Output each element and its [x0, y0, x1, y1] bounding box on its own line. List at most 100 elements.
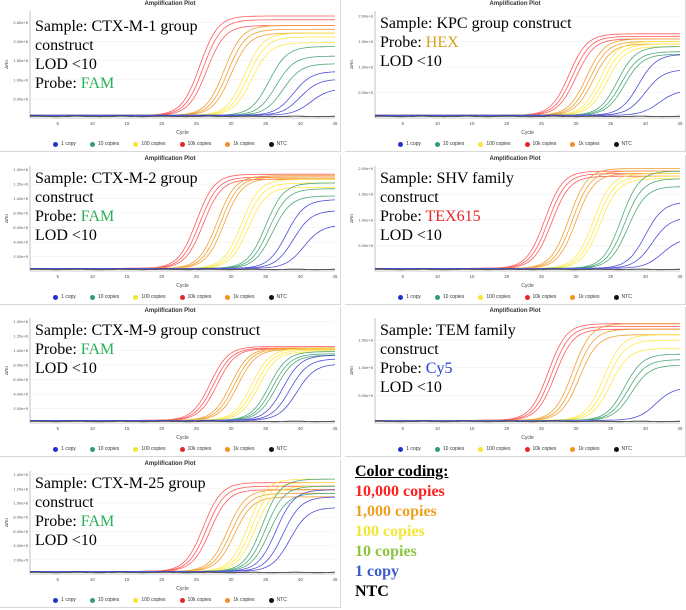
legend-label: 10 copies — [442, 294, 465, 300]
plot-title: Amplification Plot — [489, 1, 541, 7]
legend-dot-icon — [89, 294, 95, 300]
legend-item: 1k copies — [570, 294, 600, 300]
legend-dot-icon — [133, 141, 139, 147]
x-tick-label: 5 — [56, 426, 59, 431]
legend-dot-icon — [225, 294, 231, 300]
legend-item: 10 copies — [89, 597, 119, 603]
legend-label: 1k copies — [578, 446, 600, 452]
legend-dot-icon — [570, 294, 576, 300]
x-axis-label: Cycle — [521, 130, 534, 136]
x-tick-label: 40 — [298, 274, 304, 279]
y-tick-label: 2.00e+5 — [13, 557, 28, 562]
color-coding-10000: 10,000 copies — [355, 483, 445, 500]
annotation-text: FAM — [80, 513, 115, 530]
annotation-line: LOD <10 — [35, 359, 260, 378]
legend-label: NTC — [621, 294, 632, 300]
legend-dot-icon — [268, 446, 274, 452]
annotation-text: Probe: — [35, 208, 81, 225]
legend-label: 10k copies — [532, 446, 557, 452]
y-tick-label: 1.20e+6 — [13, 334, 28, 339]
x-tick-label: 20 — [159, 274, 165, 279]
annotation-line: Probe: FAM — [35, 340, 260, 359]
x-tick-label: 20 — [504, 426, 510, 431]
annotation-line: Sample: CTX-M-2 group — [35, 169, 198, 188]
y-tick-label: 4.00e+5 — [13, 543, 28, 548]
plot-legend: 1 copy 10 copies 100 copies 10k copies 1k co… — [0, 292, 340, 302]
legend-label: 1k copies — [578, 294, 600, 300]
plot-title: Amplification Plot — [144, 308, 196, 314]
legend-label: 10 copies — [442, 141, 465, 147]
legend-item: 1k copies — [570, 141, 600, 147]
plot-legend: 1 copy 10 copies 100 copies 10k copies 1k co… — [0, 139, 340, 149]
legend-label: 10k copies — [187, 294, 212, 300]
x-tick-label: 5 — [401, 274, 404, 279]
legend-label: 1k copies — [233, 141, 255, 147]
x-tick-label: 40 — [643, 274, 649, 279]
annotation-text: Sample: SHV family — [380, 170, 514, 187]
annotation-text: LOD <10 — [35, 532, 97, 549]
annotation-line: Probe: Cy5 — [380, 359, 516, 378]
color-coding-1000: 1,000 copies — [355, 503, 437, 520]
legend-label: 10 copies — [97, 141, 120, 147]
annotation-text: construct — [35, 37, 94, 54]
legend-label: 100 copies — [141, 141, 166, 147]
annotation-line: LOD <10 — [380, 226, 514, 245]
y-tick-label: 6.00e+5 — [13, 225, 28, 230]
x-tick-label: 5 — [56, 121, 59, 126]
y-axis-label: ΔRn — [4, 518, 9, 527]
y-tick-label: 2.00e+6 — [13, 39, 28, 44]
x-axis-label: Cycle — [176, 130, 189, 136]
legend-label: 100 copies — [486, 446, 511, 452]
curve-1-rep-2 — [375, 70, 681, 116]
legend-item: 1 copy — [398, 446, 421, 452]
legend-item: 1k copies — [225, 446, 255, 452]
curve-1-rep-3 — [375, 241, 681, 269]
legend-item: 1 copy — [53, 597, 76, 603]
legend-dot-icon — [434, 141, 440, 147]
y-tick-label: 2.50e+6 — [13, 20, 28, 25]
legend-dot-icon — [524, 446, 530, 452]
annotation-line: construct — [380, 340, 516, 359]
legend-label: 10k copies — [532, 141, 557, 147]
x-tick-label: 45 — [332, 577, 338, 582]
legend-label: 1k copies — [578, 141, 600, 147]
x-tick-label: 10 — [435, 274, 441, 279]
y-tick-label: 8.00e+5 — [13, 515, 28, 520]
annotation-line: Sample: CTX-M-25 group — [35, 474, 206, 493]
legend-label: 100 copies — [486, 294, 511, 300]
amplification-plot-4: Amplification Plot 5 10 15 20 25 30 35 40 45 5.00e… — [345, 155, 686, 305]
curve-ntc-rep-1 — [375, 420, 681, 423]
annotation-text: FAM — [80, 75, 115, 92]
legend-dot-icon — [133, 294, 139, 300]
annotation-line: Probe: HEX — [380, 33, 572, 52]
legend-item: 10k copies — [179, 446, 212, 452]
legend-label: 10k copies — [187, 446, 212, 452]
plot-legend: 1 copy 10 copies 100 copies 10k copies 1k co… — [0, 595, 340, 605]
x-tick-label: 25 — [539, 274, 545, 279]
x-tick-label: 40 — [298, 121, 304, 126]
annotation-line: Probe: FAM — [35, 512, 206, 531]
legend-label: 10 copies — [97, 294, 120, 300]
annotation-line: Sample: CTX-M-1 group — [35, 17, 198, 36]
x-tick-label: 35 — [263, 121, 269, 126]
annotation-line: construct — [35, 493, 206, 512]
plot-legend: 1 copy 10 copies 100 copies 10k copies 1k co… — [345, 139, 685, 149]
legend-label: 10k copies — [187, 597, 212, 603]
x-tick-label: 10 — [90, 121, 96, 126]
legend-label: NTC — [621, 446, 632, 452]
color-coding-ntc: NTC — [355, 583, 389, 600]
x-tick-label: 15 — [125, 274, 131, 279]
legend-item: NTC — [268, 141, 287, 147]
legend-dot-icon — [524, 294, 530, 300]
y-tick-label: 1.50e+6 — [358, 39, 373, 44]
legend-dot-icon — [434, 294, 440, 300]
x-tick-label: 20 — [159, 577, 165, 582]
legend-dot-icon — [398, 141, 404, 147]
legend-label: 10k copies — [187, 141, 212, 147]
plot-title: Amplification Plot — [144, 461, 196, 467]
curve-ntc-rep-1 — [375, 268, 681, 271]
legend-label: 1 copy — [61, 294, 76, 300]
legend-item: 10 copies — [434, 141, 465, 147]
x-tick-label: 30 — [229, 577, 235, 582]
x-tick-label: 35 — [608, 426, 614, 431]
